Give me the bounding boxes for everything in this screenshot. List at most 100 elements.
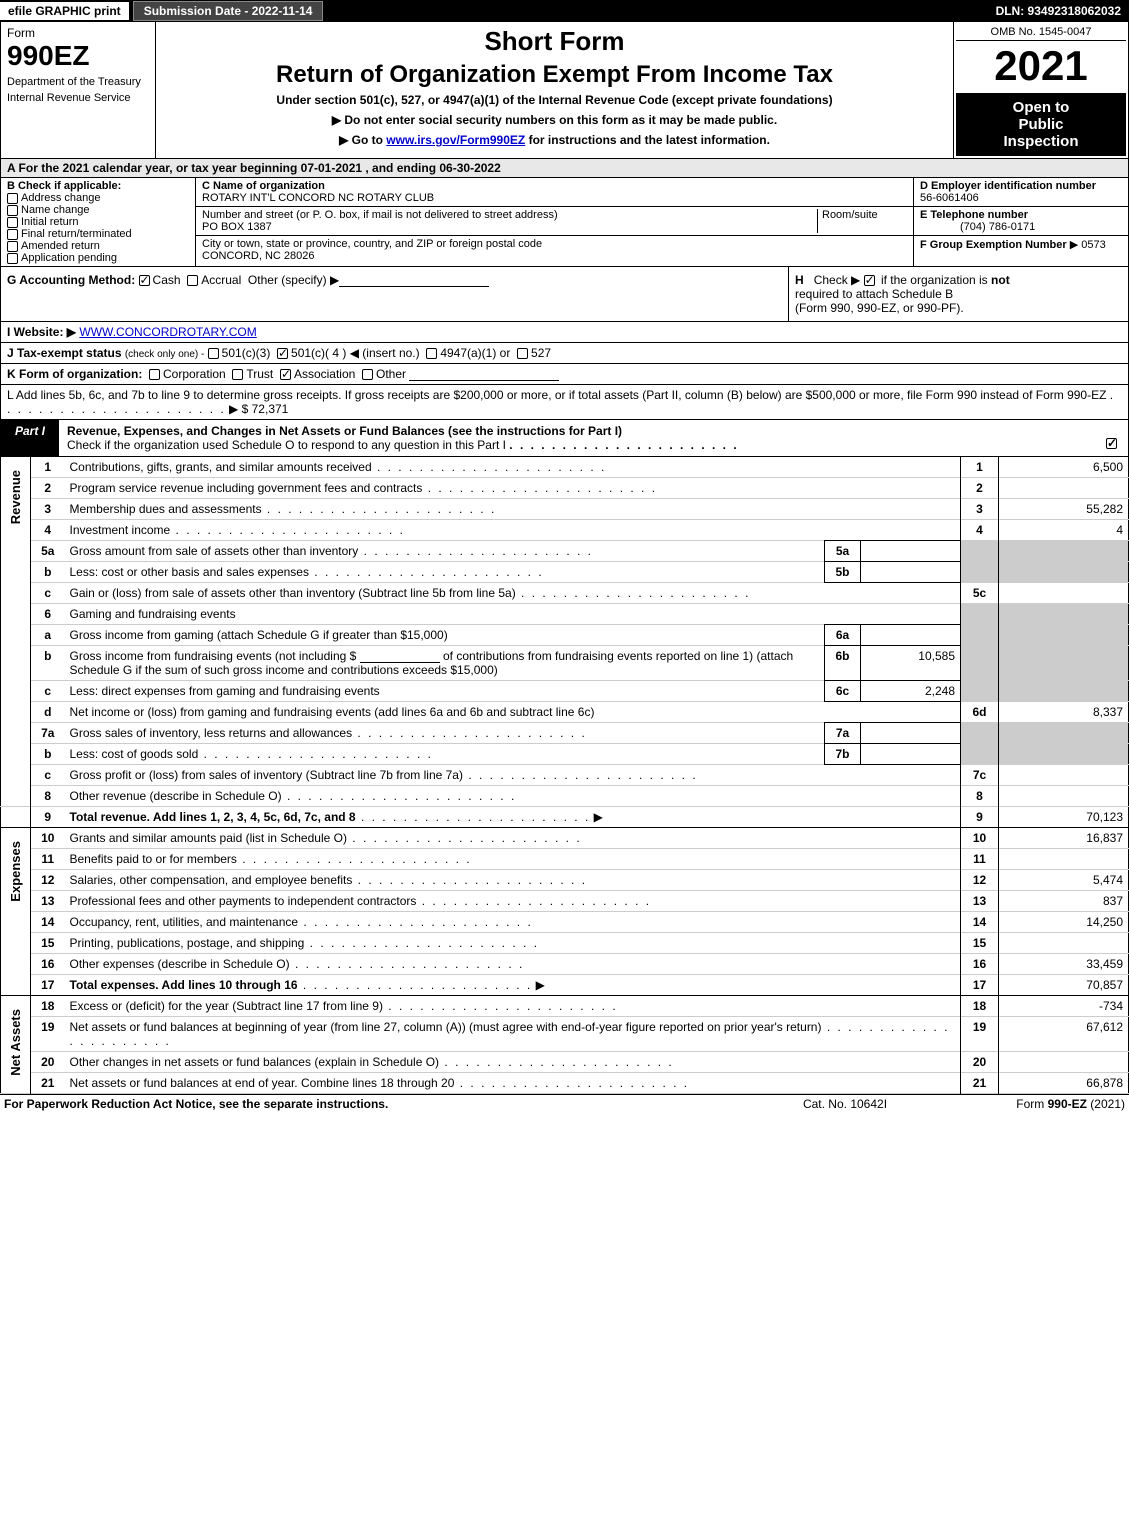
website-link[interactable]: WWW.CONCORDROTARY.COM bbox=[79, 325, 256, 339]
l7a-desc-text: Gross sales of inventory, less returns a… bbox=[70, 726, 353, 740]
l18-no: 18 bbox=[31, 996, 65, 1017]
l5b-val-shade bbox=[999, 562, 1129, 583]
l15-rn: 15 bbox=[961, 933, 999, 954]
checkbox-assoc[interactable] bbox=[280, 369, 291, 380]
l6b-desc1: Gross income from fundraising events (no… bbox=[70, 649, 357, 663]
l8-desc: Other revenue (describe in Schedule O) bbox=[65, 786, 961, 807]
h-label: H bbox=[795, 273, 804, 287]
goto-line: ▶ Go to www.irs.gov/Form990EZ for instru… bbox=[160, 133, 949, 147]
checkbox-initial[interactable] bbox=[7, 217, 18, 228]
line-5c: c Gain or (loss) from sale of assets oth… bbox=[1, 583, 1129, 604]
l9-no: 9 bbox=[31, 807, 65, 828]
l3-no: 3 bbox=[31, 499, 65, 520]
l3-rn: 3 bbox=[961, 499, 999, 520]
l6b-blank[interactable] bbox=[360, 649, 440, 663]
l17-no: 17 bbox=[31, 975, 65, 996]
l5c-desc-text: Gain or (loss) from sale of assets other… bbox=[70, 586, 516, 600]
l7a-rn-shade bbox=[961, 723, 999, 744]
checkbox-trust[interactable] bbox=[232, 369, 243, 380]
l-amount: $ 72,371 bbox=[242, 402, 289, 416]
checkbox-501c[interactable] bbox=[277, 348, 288, 359]
j-opt1: 501(c)(3) bbox=[222, 346, 271, 360]
part1-table: Revenue 1 Contributions, gifts, grants, … bbox=[0, 457, 1129, 1094]
l5b-desc: Less: cost or other basis and sales expe… bbox=[65, 562, 825, 583]
row-j: J Tax-exempt status (check only one) - 5… bbox=[0, 343, 1129, 364]
l17-val: 70,857 bbox=[999, 975, 1129, 996]
b-item-initial: Initial return bbox=[7, 216, 189, 228]
checkbox-501c3[interactable] bbox=[208, 348, 219, 359]
checkbox-527[interactable] bbox=[517, 348, 528, 359]
line-20: 20 Other changes in net assets or fund b… bbox=[1, 1052, 1129, 1073]
l20-val bbox=[999, 1052, 1129, 1073]
l5b-dots bbox=[309, 565, 544, 579]
l11-val bbox=[999, 849, 1129, 870]
l20-dots bbox=[439, 1055, 674, 1069]
l9-desc-text: Total revenue. Add lines 1, 2, 3, 4, 5c,… bbox=[70, 810, 356, 824]
c-street-row: Number and street (or P. O. box, if mail… bbox=[196, 207, 913, 236]
l5a-subno: 5a bbox=[825, 541, 861, 562]
g-accrual: Accrual bbox=[201, 273, 241, 287]
j-opt4: 527 bbox=[531, 346, 551, 360]
checkbox-other[interactable] bbox=[362, 369, 373, 380]
l15-val bbox=[999, 933, 1129, 954]
l19-desc-text: Net assets or fund balances at beginning… bbox=[70, 1020, 822, 1034]
irs-link[interactable]: www.irs.gov/Form990EZ bbox=[386, 133, 525, 147]
g-other-field[interactable] bbox=[339, 273, 489, 287]
l17-rn: 17 bbox=[961, 975, 999, 996]
footer-right: Form 990-EZ (2021) bbox=[945, 1097, 1125, 1111]
checkbox-part1-scho[interactable] bbox=[1106, 438, 1117, 449]
under-section: Under section 501(c), 527, or 4947(a)(1)… bbox=[160, 93, 949, 107]
l12-dots bbox=[352, 873, 587, 887]
l5a-val-shade bbox=[999, 541, 1129, 562]
l19-desc: Net assets or fund balances at beginning… bbox=[65, 1017, 961, 1052]
header-right: OMB No. 1545-0047 2021 Open to Public In… bbox=[953, 22, 1128, 158]
checkbox-corp[interactable] bbox=[149, 369, 160, 380]
l7a-no: 7a bbox=[31, 723, 65, 744]
checkbox-cash[interactable] bbox=[139, 275, 150, 286]
column-b: B Check if applicable: Address change Na… bbox=[1, 178, 196, 266]
l4-desc-text: Investment income bbox=[70, 523, 171, 537]
l17-dots bbox=[298, 978, 533, 992]
l20-desc-text: Other changes in net assets or fund bala… bbox=[70, 1055, 440, 1069]
checkbox-h[interactable] bbox=[864, 275, 875, 286]
l5b-no: b bbox=[31, 562, 65, 583]
checkbox-accrual[interactable] bbox=[187, 275, 198, 286]
l5b-subval bbox=[861, 562, 961, 583]
l16-desc: Other expenses (describe in Schedule O) bbox=[65, 954, 961, 975]
f-label: F Group Exemption Number bbox=[920, 239, 1067, 251]
row-i: I Website: ▶ WWW.CONCORDROTARY.COM bbox=[0, 322, 1129, 343]
k-other-field[interactable] bbox=[409, 367, 559, 381]
l10-no: 10 bbox=[31, 828, 65, 849]
l4-val: 4 bbox=[999, 520, 1129, 541]
l11-desc-text: Benefits paid to or for members bbox=[70, 852, 237, 866]
j-opt3: 4947(a)(1) or bbox=[440, 346, 510, 360]
l6-no: 6 bbox=[31, 604, 65, 625]
l14-desc: Occupancy, rent, utilities, and maintena… bbox=[65, 912, 961, 933]
l16-val: 33,459 bbox=[999, 954, 1129, 975]
line-3: 3 Membership dues and assessments 3 55,2… bbox=[1, 499, 1129, 520]
b-item-address: Address change bbox=[7, 192, 189, 204]
checkbox-name[interactable] bbox=[7, 205, 18, 216]
checkbox-amended[interactable] bbox=[7, 241, 18, 252]
checkbox-final[interactable] bbox=[7, 229, 18, 240]
l6a-desc: Gross income from gaming (attach Schedul… bbox=[65, 625, 825, 646]
checkbox-4947[interactable] bbox=[426, 348, 437, 359]
efile-label[interactable]: efile GRAPHIC print bbox=[0, 2, 129, 20]
l20-no: 20 bbox=[31, 1052, 65, 1073]
h-text2: if the organization is bbox=[881, 273, 988, 287]
f-row: F Group Exemption Number ▶ 0573 bbox=[914, 235, 1128, 253]
l5a-subval bbox=[861, 541, 961, 562]
l6c-subval: 2,248 bbox=[861, 681, 961, 702]
c-name-value: ROTARY INT'L CONCORD NC ROTARY CLUB bbox=[202, 192, 434, 204]
l19-rn: 19 bbox=[961, 1017, 999, 1052]
c-city-value: CONCORD, NC 28026 bbox=[202, 250, 314, 262]
checkbox-address[interactable] bbox=[7, 193, 18, 204]
l1-dots bbox=[372, 460, 607, 474]
line-2: 2 Program service revenue including gove… bbox=[1, 478, 1129, 499]
line-18: Net Assets 18 Excess or (deficit) for th… bbox=[1, 996, 1129, 1017]
checkbox-pending[interactable] bbox=[7, 253, 18, 264]
l7a-dots bbox=[352, 726, 587, 740]
d-label: D Employer identification number bbox=[920, 180, 1096, 192]
l1-val: 6,500 bbox=[999, 457, 1129, 478]
e-row: E Telephone number (704) 786-0171 bbox=[914, 206, 1128, 235]
